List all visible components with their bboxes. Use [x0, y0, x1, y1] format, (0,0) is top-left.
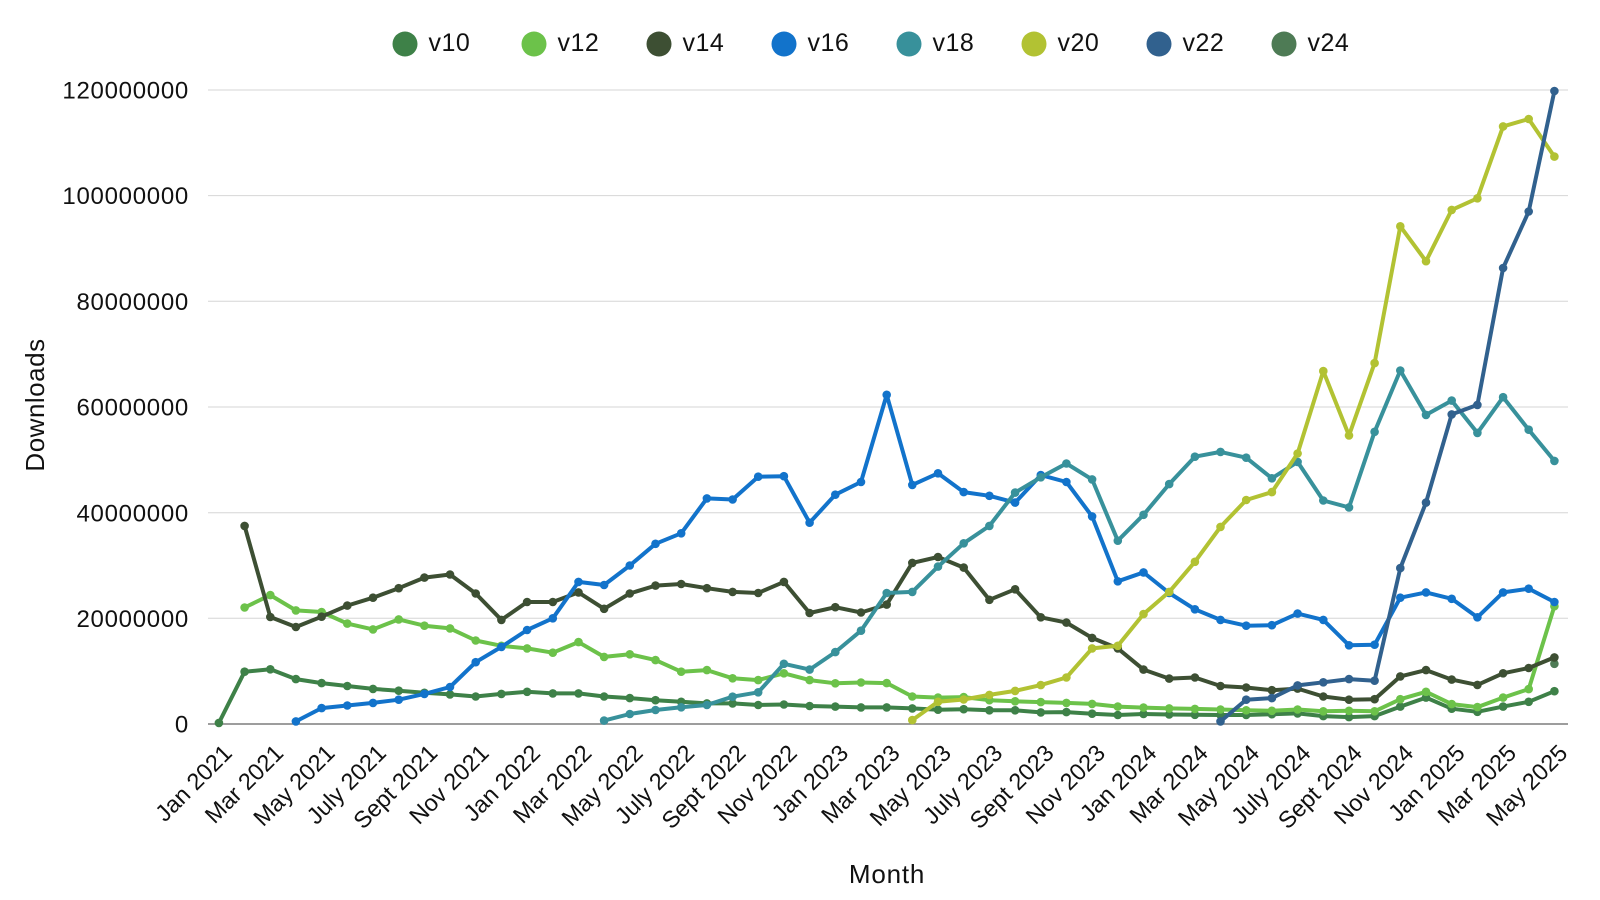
svg-text:20000000: 20000000	[76, 606, 189, 633]
svg-text:120000000: 120000000	[62, 78, 189, 105]
svg-text:v12: v12	[558, 29, 600, 57]
svg-text:Downloads: Downloads	[20, 338, 50, 471]
svg-text:v14: v14	[683, 29, 725, 57]
svg-text:80000000: 80000000	[76, 289, 189, 316]
svg-text:60000000: 60000000	[76, 395, 189, 422]
svg-text:v16: v16	[808, 29, 850, 57]
svg-text:40000000: 40000000	[76, 500, 189, 527]
svg-text:v18: v18	[933, 29, 975, 57]
svg-text:v10: v10	[429, 29, 471, 57]
svg-text:100000000: 100000000	[62, 183, 189, 210]
svg-text:v22: v22	[1183, 29, 1225, 57]
svg-text:0: 0	[175, 712, 189, 739]
svg-text:Month: Month	[849, 859, 925, 889]
svg-text:v24: v24	[1308, 29, 1350, 57]
svg-text:v20: v20	[1058, 29, 1100, 57]
